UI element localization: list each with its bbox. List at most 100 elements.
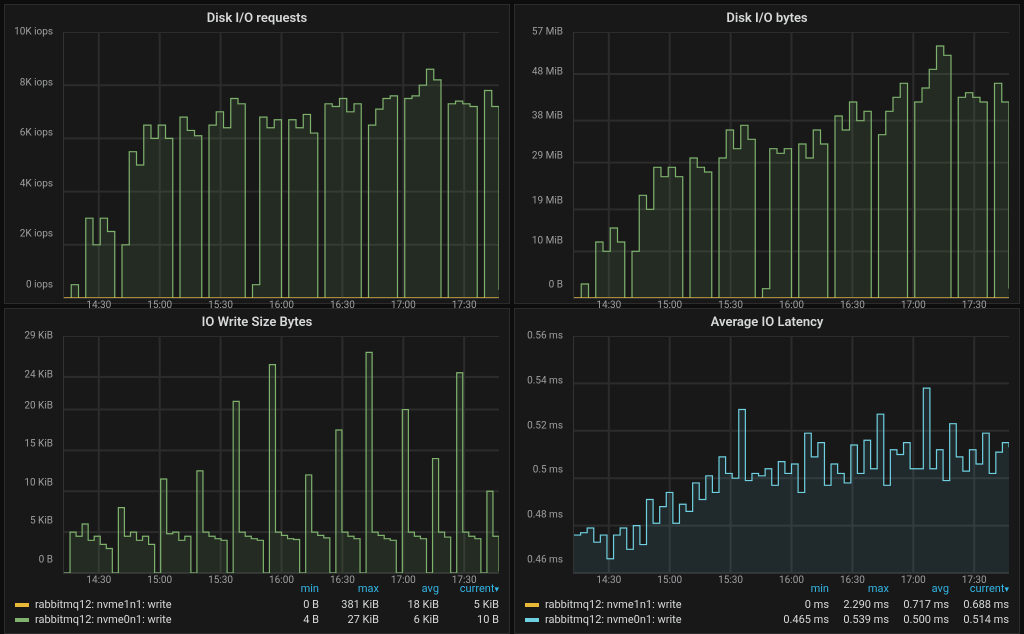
legend-row[interactable]: rabbitmq12: nvme1n1: write0 ms2.290 ms0.… [525,597,1009,612]
x-tick-label: 15:00 [657,575,682,586]
y-axis-labels: 0 iops2K iops4K iops6K iops8K iops10K io… [5,32,57,285]
y-tick-label: 4K iops [20,178,53,189]
panel-disk-io-bytes[interactable]: Disk I/O bytes 0 B 10 MiB 19 MiB 29 MiB 38 M… [514,4,1020,304]
y-tick-label: 10K iops [14,27,53,38]
legend-label: rabbitmq12: nvme0n1: write [545,613,769,626]
y-axis-labels: 0.46 ms0.48 ms0.5 ms0.52 ms0.54 ms0.56 m… [515,336,567,560]
x-tick-label: 15:30 [208,575,233,586]
chart-svg [574,336,1009,573]
y-tick-label: 0.56 ms [527,331,563,342]
y-tick-label: 24 KiB [24,369,53,380]
x-tick-label: 16:00 [779,575,804,586]
chart-area: 0.46 ms0.48 ms0.5 ms0.52 ms0.54 ms0.56 m… [515,336,1019,578]
legend-val-avg: 0.717 ms [889,598,949,611]
legend-swatch [15,618,29,622]
x-tick-label: 17:30 [452,300,477,311]
y-tick-label: 0.52 ms [527,420,563,431]
legend-val-max: 381 KiB [319,598,379,611]
y-tick-label: 6K iops [20,128,53,139]
y-tick-label: 10 KiB [24,477,53,488]
x-tick-label: 17:30 [962,300,987,311]
legend-val-current: 5 KiB [439,598,499,611]
x-tick-label: 15:30 [208,300,233,311]
y-tick-label: 8K iops [20,77,53,88]
legend-swatch [15,603,29,607]
x-tick-label: 16:30 [840,575,865,586]
x-axis-labels: 14:3015:0015:3016:0016:3017:0017:30 [64,575,499,589]
panel-title: Disk I/O bytes [515,7,1019,32]
legend-row[interactable]: rabbitmq12: nvme0n1: write4 B27 KiB6 KiB… [15,612,499,627]
legend-row[interactable]: rabbitmq12: nvme1n1: write0 B381 KiB18 K… [15,597,499,612]
x-tick-label: 17:00 [391,575,416,586]
y-axis-labels: 0 B5 KiB10 KiB15 KiB20 KiB24 KiB29 KiB [5,336,57,560]
y-tick-label: 19 MiB [532,195,563,206]
chart-svg [64,32,499,298]
legend-val-max: 0.539 ms [829,613,889,626]
y-tick-label: 0 iops [26,280,53,291]
panel-io-write-size[interactable]: IO Write Size Bytes 0 B 5 KiB 10 KiB 15 KiB… [4,308,510,634]
x-tick-label: 16:00 [269,300,294,311]
y-axis-labels: 0 B10 MiB19 MiB29 MiB38 MiB48 MiB57 MiB [515,32,567,285]
y-tick-label: 29 KiB [24,331,53,342]
x-tick-label: 16:30 [330,300,355,311]
legend-val-avg: 0.500 ms [889,613,949,626]
y-tick-label: 20 KiB [24,400,53,411]
y-tick-label: 48 MiB [532,66,563,77]
x-tick-label: 17:00 [901,300,926,311]
x-tick-label: 15:30 [718,300,743,311]
y-tick-label: 0.54 ms [527,375,563,386]
dashboard-grid: Disk I/O requests 0 iops2K iops4K iops6K… [4,4,1020,630]
y-tick-label: 0 B [39,555,53,566]
legend-val-max: 27 KiB [319,613,379,626]
y-tick-label: 57 MiB [532,27,563,38]
x-axis-labels: 14:30 15:00 15:30 16:00 16:30 17:00 17:30 [64,300,499,314]
chart-area: 0 iops2K iops4K iops6K iops8K iops10K io… [5,32,509,303]
legend-val-current: 0.514 ms [949,613,1009,626]
legend-label: rabbitmq12: nvme1n1: write [35,598,259,611]
x-tick-label: 16:30 [840,300,865,311]
x-tick-label: 17:00 [391,300,416,311]
legend-val-max: 2.290 ms [829,598,889,611]
legend-row[interactable]: rabbitmq12: nvme0n1: write0.465 ms0.539 … [525,612,1009,627]
legend-val-min: 0.465 ms [769,613,829,626]
chart-svg [574,32,1009,298]
y-tick-label: 0.5 ms [533,465,563,476]
x-tick-label: 14:30 [86,300,111,311]
x-tick-label: 14:30 [86,575,111,586]
chart-area: 0 B5 KiB10 KiB15 KiB20 KiB24 KiB29 KiB 1… [5,336,509,578]
legend-label: rabbitmq12: nvme1n1: write [545,598,769,611]
x-tick-label: 14:30 [596,300,621,311]
legend-val-avg: 18 KiB [379,598,439,611]
y-tick-label: 15 KiB [24,439,53,450]
x-tick-label: 14:30 [596,575,621,586]
x-axis-labels: 14:30 15:00 15:30 16:00 16:30 17:00 17:30 [574,300,1009,314]
y-tick-label: 38 MiB [532,111,563,122]
y-tick-label: 29 MiB [532,151,563,162]
legend-val-min: 0 ms [769,598,829,611]
legend-val-avg: 6 KiB [379,613,439,626]
panel-disk-io-requests[interactable]: Disk I/O requests 0 iops2K iops4K iops6K… [4,4,510,304]
x-tick-label: 16:00 [779,300,804,311]
x-tick-label: 15:30 [718,575,743,586]
legend-val-current: 0.688 ms [949,598,1009,611]
legend-swatch [525,618,539,622]
legend-val-current: 10 B [439,613,499,626]
chart-svg [64,336,499,573]
x-tick-label: 17:30 [452,575,477,586]
panel-avg-io-latency[interactable]: Average IO Latency 0.46 ms0.48 ms0.5 ms0… [514,308,1020,634]
x-tick-label: 15:00 [147,300,172,311]
legend-val-min: 0 B [259,598,319,611]
x-tick-label: 16:30 [330,575,355,586]
panel-title: IO Write Size Bytes [5,311,509,336]
legend-label: rabbitmq12: nvme0n1: write [35,613,259,626]
chart-area: 0 B10 MiB19 MiB29 MiB38 MiB48 MiB57 MiB … [515,32,1019,303]
panel-title: Average IO Latency [515,311,1019,336]
legend-swatch [525,603,539,607]
x-tick-label: 15:00 [657,300,682,311]
x-tick-label: 15:00 [147,575,172,586]
y-tick-label: 0 B [549,280,563,291]
panel-title: Disk I/O requests [5,7,509,32]
y-tick-label: 0.48 ms [527,510,563,521]
y-tick-label: 10 MiB [532,235,563,246]
x-tick-label: 17:30 [962,575,987,586]
